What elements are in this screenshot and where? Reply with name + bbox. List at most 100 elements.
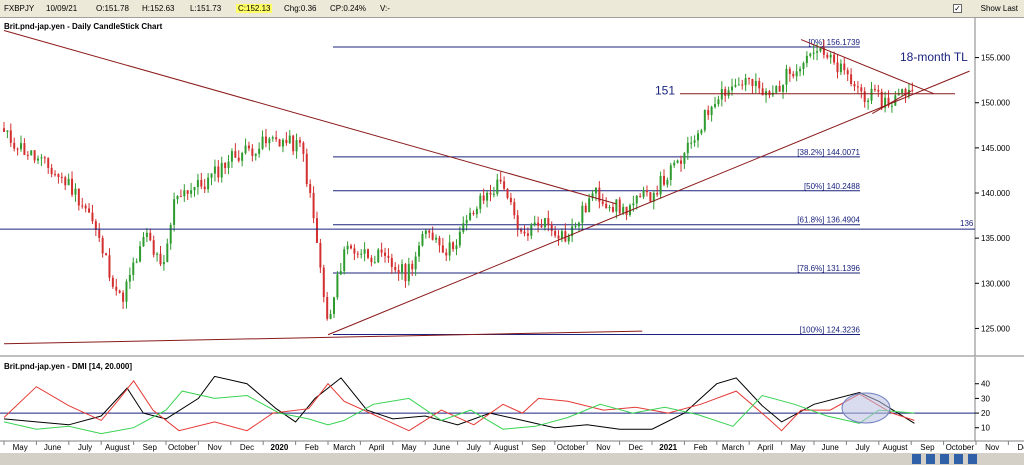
candle-body [608,207,611,209]
candle-body [741,84,744,86]
candle-body [799,68,802,72]
high-value: H:152.63 [142,4,175,13]
candle-body [169,224,172,244]
candle-body [329,313,332,319]
candle-body [754,81,757,87]
fib-level-label: [50%] 140.2488 [804,182,861,191]
trendline-annotation: 18-month TL [900,50,968,64]
candle-body [217,166,220,178]
candle-body [20,143,23,150]
trend-lines [3,30,970,345]
candle-body [873,88,876,90]
candlesticks [3,40,914,321]
scroll-right-button[interactable] [926,454,935,464]
zoom-in-button[interactable] [940,454,949,464]
candle-body [258,148,261,154]
candle-body [727,90,730,96]
fit-button[interactable] [968,454,977,464]
candle-body [812,52,815,54]
chart-area: Brit.pnd-jap.yen - Daily CandleStick Cha… [0,18,1024,465]
candle-body [679,160,682,164]
candle-body [122,292,125,302]
candle-body [377,249,380,263]
candle-body [441,245,444,253]
time-axis-label: May [790,443,805,452]
candle-body [414,256,417,270]
time-axis-label: May [401,443,416,452]
candle-body [458,231,461,246]
candle-body [669,165,672,180]
candle-body [839,63,842,73]
candle-body [54,174,57,176]
candle-body [343,249,346,272]
price-axis-tick-label: 130.000 [981,279,1010,288]
candle-body [547,218,550,225]
time-axis-label: June [433,443,451,452]
candle-body [594,187,597,194]
scroll-left-button[interactable] [912,454,921,464]
candle-body [462,223,465,232]
show-last-label[interactable]: Show Last [980,4,1018,13]
candle-body [499,179,502,182]
candle-body [268,138,271,144]
candle-body [115,286,118,291]
change-value: Chg:0.36 [284,4,317,13]
candle-body [64,177,67,186]
candle-body [312,192,315,219]
trendline [327,70,970,336]
time-axis-label: Sep [143,443,158,452]
candle-body [384,252,387,256]
fib-level-label: [0%] 156.1739 [808,38,860,47]
support-136-label: 136 [960,219,974,228]
candle-body [411,263,414,270]
candle-body [179,196,182,198]
candle-body [418,245,421,257]
dmi-series-line-1 [3,379,915,432]
candle-body [622,206,625,214]
candle-body [193,187,196,191]
time-axis-label: May [13,443,28,452]
candle-body [94,221,97,230]
dmi-panel: Brit.pnd-jap.yen - DMI [14, 20.000] 10 20… [0,357,1024,441]
candle-body [390,257,393,267]
show-last-checkbox[interactable]: ✓ [953,4,962,13]
time-axis-label: Nov [596,443,610,452]
candle-body [135,261,138,263]
candle-body [482,195,485,201]
zoom-out-button[interactable] [954,454,963,464]
price-axis: 125.000 130.000 135.000 140.000 145.000 150.0… [975,54,1010,333]
candle-body [904,89,907,96]
candle-body [537,222,540,226]
candle-body [809,53,812,56]
candle-body [81,205,84,207]
candle-body [264,136,267,144]
dmi-series-line-2 [3,390,915,435]
navigation-bar[interactable] [0,453,1024,465]
candle-body [662,175,665,185]
candle-body [370,257,373,263]
time-axis-label: June [44,443,62,452]
candle-body [503,181,506,189]
price-axis-tick-label: 150.000 [981,99,1010,108]
candle-body [26,154,29,156]
price-axis-tick-label: 140.000 [981,189,1010,198]
level-151-label: 151 [655,84,675,98]
candle-body [802,63,805,69]
candle-body [435,237,438,240]
candle-body [584,205,587,213]
candle-body [428,230,431,233]
candle-body [513,202,516,216]
candle-body [560,231,563,239]
candle-body [145,232,148,237]
candle-body [659,175,662,195]
time-axis-label: 2021 [659,443,677,452]
candle-body [118,290,121,293]
candle-body [431,232,434,240]
candle-body [860,87,863,92]
price-chart-title: Brit.pnd-jap.yen - Daily CandleStick Cha… [4,22,163,31]
candle-body [564,231,567,242]
candle-body [588,198,591,213]
dmi-axis: 10 20 30 40 [975,380,990,433]
time-axis-label: March [333,443,355,452]
candle-body [84,205,87,209]
